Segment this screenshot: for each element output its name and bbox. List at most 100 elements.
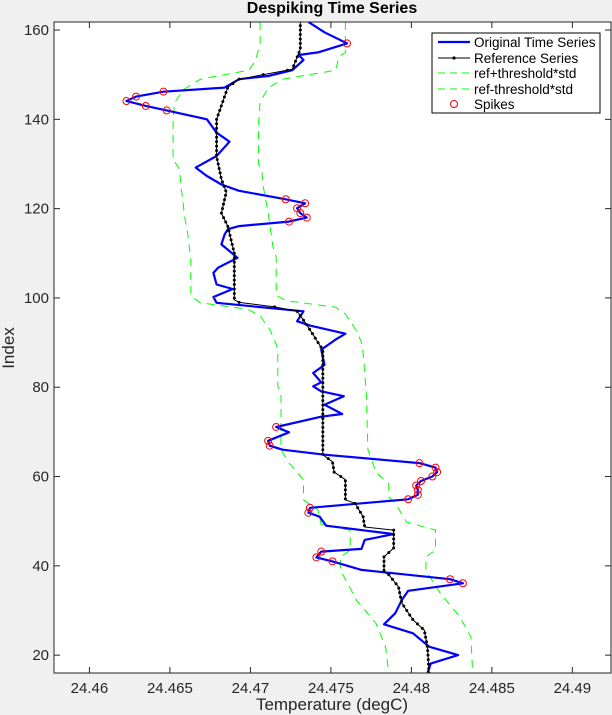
series-group <box>122 22 474 673</box>
x-tick-label: 24.49 <box>554 680 592 697</box>
original-series-line <box>125 22 464 673</box>
legend-label-lower: ref-threshold*std <box>474 82 573 97</box>
spike-marker <box>446 575 455 584</box>
spike-marker <box>413 485 422 494</box>
y-tick-label: 120 <box>24 201 49 218</box>
spike-marker <box>328 557 337 566</box>
spike-marker <box>417 477 426 486</box>
plot-layer <box>122 22 474 673</box>
ticks-layer: 24.46 24.465 24.47 24.475 24.48 24.485 24.49 20… <box>24 22 611 697</box>
reference-point <box>308 327 312 331</box>
reference-point <box>405 608 409 612</box>
reference-point <box>426 658 430 662</box>
reference-point <box>293 59 297 63</box>
reference-point <box>232 256 236 260</box>
reference-point <box>219 104 223 108</box>
reference-point <box>343 479 347 483</box>
y-tick-label: 100 <box>24 290 49 307</box>
reference-point <box>226 86 230 90</box>
reference-point <box>331 461 335 465</box>
x-tick-label: 24.465 <box>147 680 193 697</box>
reference-point <box>399 600 403 604</box>
reference-point <box>285 68 289 72</box>
reference-point <box>298 24 302 28</box>
reference-point <box>382 568 386 572</box>
reference-point <box>224 189 228 193</box>
reference-point <box>382 559 386 563</box>
reference-point <box>232 283 236 287</box>
reference-point <box>316 341 320 345</box>
x-tick-label: 24.475 <box>308 680 354 697</box>
reference-point <box>332 470 336 474</box>
reference-point <box>222 95 226 99</box>
spike-marker <box>433 468 442 477</box>
reference-point <box>215 122 219 126</box>
reference-point <box>224 193 228 197</box>
reference-point <box>232 265 236 269</box>
plot-area <box>54 22 611 673</box>
reference-point <box>392 542 396 546</box>
reference-point <box>298 37 302 41</box>
reference-point <box>215 135 219 139</box>
reference-point <box>408 613 412 617</box>
y-tick-label: 80 <box>32 379 49 396</box>
reference-point <box>313 336 317 340</box>
reference-point <box>321 363 325 367</box>
reference-point <box>221 99 225 103</box>
reference-point <box>392 533 396 537</box>
reference-point <box>295 309 299 313</box>
reference-point <box>321 443 325 447</box>
reference-point <box>382 564 386 568</box>
reference-point <box>237 300 241 304</box>
reference-point <box>232 260 236 264</box>
x-tick-label: 24.48 <box>393 680 431 697</box>
spike-marker <box>413 490 422 499</box>
reference-point <box>343 492 347 496</box>
upper-threshold-line <box>257 22 474 673</box>
reference-point <box>232 278 236 282</box>
reference-point <box>361 515 365 519</box>
reference-point <box>343 483 347 487</box>
reference-point <box>302 318 306 322</box>
spike-marker <box>412 481 421 490</box>
reference-point <box>215 144 219 148</box>
reference-point <box>321 403 325 407</box>
spike-marker <box>302 213 311 222</box>
reference-point <box>232 274 236 278</box>
reference-point <box>226 224 230 228</box>
reference-point <box>362 519 366 523</box>
reference-point <box>321 430 325 434</box>
reference-point <box>298 314 302 318</box>
reference-point <box>232 269 236 273</box>
spike-marker <box>304 508 313 517</box>
reference-point <box>321 350 325 354</box>
spike-marker <box>132 92 141 101</box>
spike-marker <box>272 422 281 431</box>
reference-point <box>232 251 236 255</box>
reference-point <box>321 385 325 389</box>
spike-marker <box>122 97 131 106</box>
reference-point <box>298 33 302 37</box>
reference-point <box>227 229 231 233</box>
reference-point <box>397 586 401 590</box>
reference-point <box>230 242 234 246</box>
reference-point <box>305 323 309 327</box>
reference-point <box>216 162 220 166</box>
spike-marker <box>162 106 171 115</box>
chart-title: Despiking Time Series <box>247 0 418 17</box>
legend-label-upper: ref+threshold*std <box>474 66 576 81</box>
reference-point <box>219 175 223 179</box>
reference-point <box>319 345 323 349</box>
reference-point <box>215 140 219 144</box>
reference-point <box>427 667 431 671</box>
reference-point <box>392 546 396 550</box>
reference-point <box>321 412 325 416</box>
spike-marker <box>342 39 351 48</box>
legend-label-spikes: Spikes <box>474 97 515 112</box>
reference-point <box>216 113 220 117</box>
reference-point <box>424 635 428 639</box>
spike-marker <box>296 209 305 218</box>
legend-box <box>431 32 601 114</box>
reference-point <box>221 202 225 206</box>
